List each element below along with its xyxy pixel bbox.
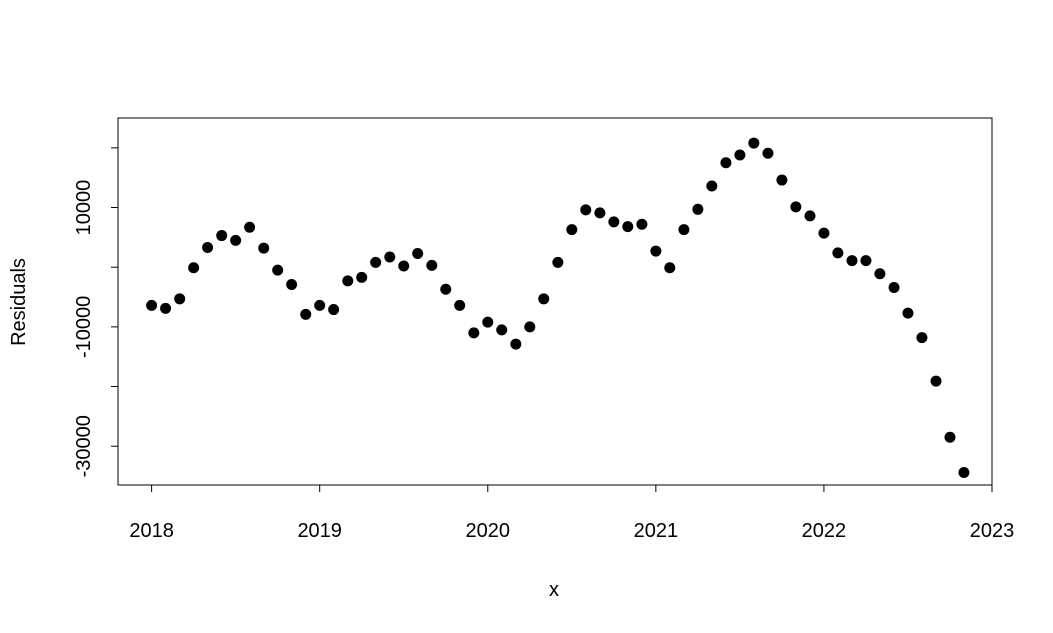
data-point <box>608 216 620 228</box>
data-point <box>188 262 200 274</box>
data-point <box>944 431 956 443</box>
y-tick-label: -10000 <box>73 296 95 358</box>
data-point <box>832 247 844 259</box>
data-point <box>692 203 704 215</box>
data-point <box>958 466 970 478</box>
data-point <box>384 251 396 263</box>
data-point <box>902 307 914 319</box>
plot-area-frame <box>117 117 993 486</box>
data-point <box>566 224 578 236</box>
data-point <box>510 338 522 350</box>
data-point <box>300 308 312 320</box>
data-point <box>398 260 410 272</box>
data-point <box>426 259 438 271</box>
data-point <box>342 275 354 287</box>
data-point <box>412 247 424 259</box>
data-point <box>762 147 774 159</box>
data-point <box>720 157 732 169</box>
data-point <box>202 241 214 253</box>
data-point <box>286 278 298 290</box>
data-point <box>748 137 760 149</box>
data-point <box>454 299 466 311</box>
x-tick-label: 2021 <box>634 520 679 542</box>
data-point <box>496 324 508 336</box>
x-axis: 2018 2019 2020 2021 2022 2023 <box>129 484 1015 542</box>
x-tick-label: 2018 <box>129 520 174 542</box>
y-tick-label: -30000 <box>73 415 95 477</box>
data-point <box>594 207 606 219</box>
data-point <box>678 224 690 236</box>
data-point <box>258 242 270 254</box>
data-point <box>482 316 494 328</box>
data-point <box>874 268 886 280</box>
data-point <box>174 293 186 305</box>
data-point <box>790 201 802 213</box>
data-point <box>440 283 452 295</box>
x-tick-label: 2020 <box>466 520 511 542</box>
data-point <box>538 293 550 305</box>
x-tick-label: 2022 <box>802 520 847 542</box>
data-point <box>930 375 942 387</box>
data-point <box>636 218 648 230</box>
data-point <box>244 221 256 233</box>
data-point <box>846 255 858 267</box>
data-point <box>370 256 382 268</box>
data-point <box>328 304 340 316</box>
data-point <box>622 221 634 233</box>
data-point <box>468 327 480 339</box>
data-points <box>146 137 970 478</box>
data-point <box>272 264 284 276</box>
y-axis-title: Residuals <box>8 258 30 346</box>
data-point <box>664 262 676 274</box>
data-point <box>860 255 872 267</box>
data-point <box>734 149 746 161</box>
x-tick-label: 2019 <box>297 520 342 542</box>
data-point <box>552 256 564 268</box>
data-point <box>216 230 228 242</box>
data-point <box>314 299 326 311</box>
data-point <box>706 180 718 192</box>
data-point <box>804 210 816 222</box>
data-point <box>888 281 900 293</box>
data-point <box>356 271 368 283</box>
data-point <box>818 227 830 239</box>
data-point <box>230 234 242 246</box>
data-point <box>916 332 928 344</box>
x-axis-title: x <box>549 579 559 601</box>
y-axis: -30000 -10000 10000 <box>73 147 119 477</box>
x-tick-label: 2023 <box>970 520 1015 542</box>
data-point <box>650 245 662 257</box>
data-point <box>524 321 536 333</box>
y-tick-label: 10000 <box>73 180 95 236</box>
data-point <box>580 204 592 216</box>
data-point <box>146 299 158 311</box>
data-point <box>776 174 788 186</box>
data-point <box>160 302 172 314</box>
